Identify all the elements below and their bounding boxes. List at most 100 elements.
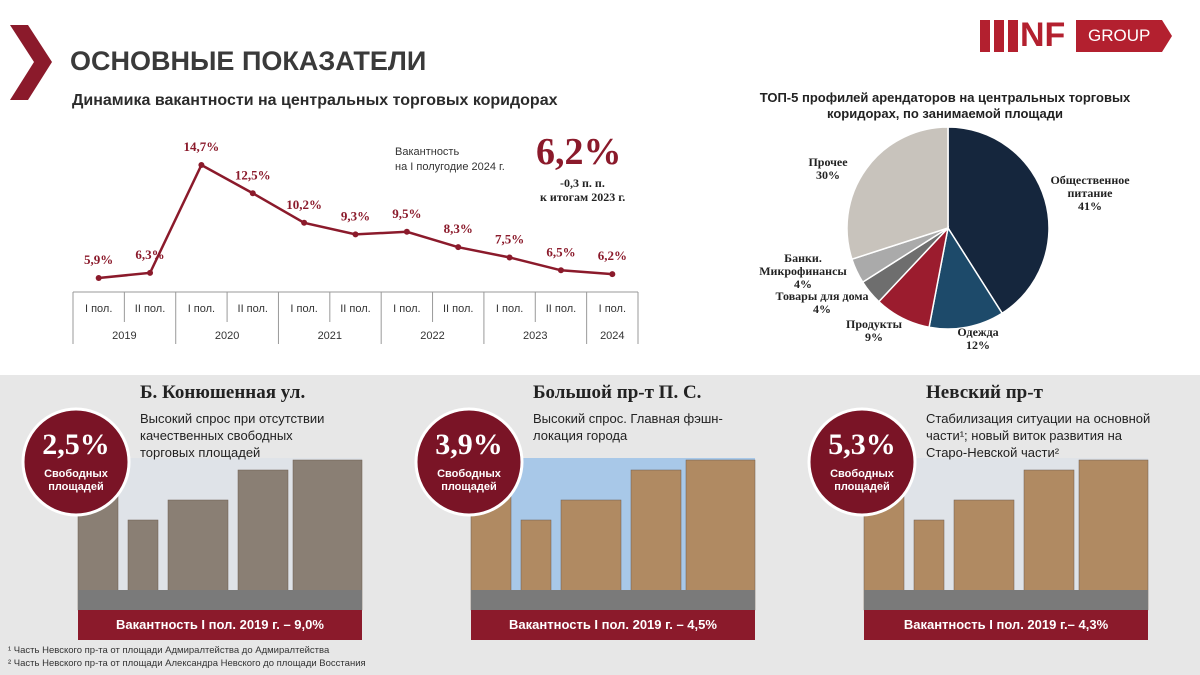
building [292,459,363,611]
point [506,254,513,261]
street [78,590,362,610]
pie-value-label: 9% [865,330,883,344]
chart-title: Динамика вакантности на центральных торг… [72,92,558,109]
x-group-label: 2020 [215,330,239,342]
footnote: ² Часть Невского пр-та от площади Алекса… [8,658,366,669]
point [95,275,102,281]
pie-label: Одежда [957,325,999,339]
value-label: 6,2% [598,248,627,263]
logo-mark: NF [1020,16,1066,54]
point [352,231,359,238]
share-value: 3,9% [435,428,503,461]
pie-label: Прочее [808,155,848,169]
x-tick-label: II пол. [340,303,370,315]
x-tick-label: I пол. [496,303,523,315]
building [1078,459,1149,611]
x-tick-label: I пол. [290,303,317,315]
x-tick-label: II пол. [135,303,165,315]
share-value: 2,5% [42,428,110,461]
point [198,162,205,168]
pie-value-label: 12% [966,338,990,352]
value-label: 12,5% [235,167,271,182]
x-tick-label: II пол. [238,303,268,315]
x-group-label: 2022 [420,330,444,342]
highlight-note: к итогам 2023 г. [540,190,626,204]
value-label: 14,7% [184,139,220,154]
page-title: ОСНОВНЫЕ ПОКАЗАТЕЛИ [70,46,427,76]
pie-label: Банки. Микрофинансы [759,251,847,278]
street [864,590,1148,610]
highlight-label: на I полугодие 2024 г. [395,161,505,173]
building [685,459,756,611]
card-title: Большой пр-т П. С. [533,382,702,403]
photo [863,458,1149,611]
card-footer: Вакантность I пол. 2019 г. – 4,5% [509,617,717,632]
x-tick-label: I пол. [85,303,112,315]
point [455,244,462,251]
value-label: 8,3% [444,221,473,236]
value-label: 7,5% [495,231,524,246]
point [557,267,564,274]
pie-value-label: 4% [794,277,812,291]
share-badge [414,407,524,517]
share-badge [807,407,917,517]
footer-band [78,610,362,640]
pie-label: Продукты [846,317,902,331]
x-tick-label: I пол. [188,303,215,315]
pie-value-label: 41% [1078,199,1102,213]
pie-value-label: 30% [816,168,840,182]
highlight-label: Вакантность [395,146,460,158]
building [630,469,682,611]
x-tick-label: I пол. [393,303,420,315]
value-label: 9,5% [392,206,421,221]
value-label: 10,2% [286,197,322,212]
pie-slice [846,126,949,261]
point [147,269,154,276]
highlight-change: -0,3 п. п. [560,176,605,190]
card-title: Невский пр-т [926,382,1043,403]
point [301,219,308,226]
share-label: Свободных площадей [44,468,108,493]
logo-group: GROUP [1088,26,1151,45]
chart-title: ТОП-5 профилей арендаторов на центральны… [759,90,1131,121]
photo [470,458,756,611]
chevron [10,25,52,100]
share-badge [21,407,131,517]
point [249,190,256,197]
highlight-value: 6,2% [536,131,622,173]
card-description: Высокий спрос. Главная фэшн-локация горо… [533,411,723,443]
x-group-label: 2023 [523,330,547,342]
value-label: 5,9% [84,252,113,267]
point [403,228,410,235]
building [1023,469,1075,611]
point [609,271,616,278]
pie-value-label: 4% [813,302,831,316]
card-footer: Вакантность I пол. 2019 г.– 4,3% [903,617,1109,632]
value-label: 9,3% [341,208,370,223]
card-description: Высокий спрос при отсутствии качественны… [140,411,325,460]
x-group-label: 2024 [600,330,624,342]
photo [77,458,363,611]
pie-label: Товары для дома [775,289,869,303]
card-footer: Вакантность I пол. 2019 г. – 9,0% [116,617,324,632]
x-tick-label: I пол. [599,303,626,315]
card-description: Стабилизация ситуации на основной части¹… [926,411,1151,460]
pie-label: Общественное питание [1050,173,1130,200]
share-label: Свободных площадей [437,468,501,493]
share-value: 5,3% [828,428,896,461]
footnote: ¹ Часть Невского пр-та от площади Адмира… [8,645,330,656]
x-tick-label: II пол. [443,303,473,315]
footer-band [864,610,1148,640]
building [237,469,289,611]
footer-band [471,610,755,640]
logo [980,20,1172,52]
share-label: Свободных площадей [830,468,894,493]
x-group-label: 2021 [318,330,342,342]
x-group-label: 2019 [112,330,136,342]
value-label: 6,3% [135,247,164,262]
card-title: Б. Конюшенная ул. [140,382,306,403]
street [471,590,755,610]
value-label: 6,5% [546,244,575,259]
